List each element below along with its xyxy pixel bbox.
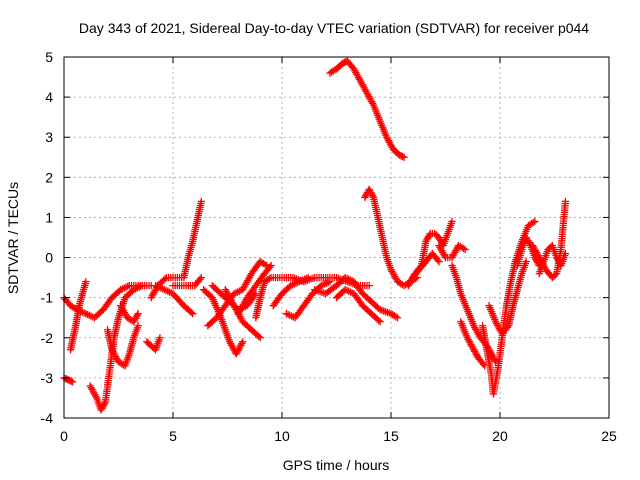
- series-trace: [87, 282, 145, 413]
- series-track-27: [457, 318, 489, 370]
- y-tick-label: -3: [41, 370, 54, 386]
- series-track-15: [234, 261, 275, 318]
- series-trace: [67, 279, 89, 352]
- y-tick-label: -2: [41, 330, 54, 346]
- x-tick-label: 15: [383, 428, 399, 444]
- x-tick-label: 0: [60, 428, 68, 444]
- series-trace: [61, 374, 75, 385]
- series-trace: [171, 275, 204, 290]
- data-markers: [60, 57, 570, 414]
- series-track-32: [535, 241, 570, 278]
- y-tick-label: 3: [45, 129, 53, 145]
- series-track-29: [485, 257, 530, 338]
- series-track-4: [86, 281, 147, 414]
- series-trace: [61, 281, 153, 321]
- series-track-3: [60, 374, 77, 386]
- x-tick-label: 25: [601, 428, 617, 444]
- series-track-2: [66, 277, 90, 354]
- series-trace: [334, 286, 383, 325]
- series-trace: [235, 263, 274, 316]
- series-trace: [457, 320, 488, 368]
- x-axis-title: GPS time / hours: [283, 457, 390, 473]
- series-trace: [410, 251, 442, 280]
- series-trace: [312, 274, 400, 321]
- series-trace: [144, 336, 163, 353]
- y-tick-label: -4: [41, 410, 54, 426]
- series-track-11: [199, 285, 247, 358]
- series-trace: [486, 259, 530, 336]
- series-track-6: [117, 302, 142, 326]
- series-trace: [117, 303, 141, 325]
- series-trace: [362, 187, 420, 289]
- series-trace: [529, 199, 569, 280]
- series-trace: [536, 243, 569, 276]
- series-track-9: [151, 281, 197, 318]
- y-tick-label: 5: [45, 49, 53, 65]
- series-track-20: [332, 285, 384, 326]
- series-track-8: [147, 197, 205, 302]
- series-trace: [153, 282, 195, 317]
- series-track-10: [169, 273, 205, 290]
- x-tick-label: 5: [169, 428, 177, 444]
- y-tick-label: 0: [45, 250, 53, 266]
- series-track-5: [103, 322, 142, 370]
- x-tick-label: 10: [274, 428, 290, 444]
- y-tick-label: 4: [45, 89, 53, 105]
- series-track-23: [404, 217, 456, 290]
- series-track-25: [435, 241, 469, 262]
- y-tick-labels: -4 -3 -2 -1 0 1 2 3 4 5: [41, 49, 54, 426]
- series-track-31: [529, 197, 570, 282]
- series-trace: [270, 274, 311, 308]
- series-trace: [104, 324, 142, 369]
- series-trace: [436, 242, 468, 262]
- series-trace: [327, 58, 407, 161]
- series-track-24: [409, 249, 443, 282]
- plot-frame: [63, 56, 610, 419]
- series-track-18: [269, 273, 312, 310]
- series-track-21: [326, 57, 408, 161]
- x-tick-label: 20: [492, 428, 508, 444]
- series-track-19: [311, 273, 402, 322]
- y-tick-label: -1: [41, 290, 54, 306]
- x-tick-labels: 0 5 10 15 20 25: [60, 428, 617, 444]
- y-axis-title: SDTVAR / TECUs: [5, 182, 21, 294]
- series-track-7: [143, 334, 164, 354]
- chart-title: Day 343 of 2021, Sidereal Day-to-day VTE…: [79, 20, 589, 36]
- axis-ticks: [63, 56, 610, 419]
- y-tick-label: 2: [45, 169, 53, 185]
- y-tick-label: 1: [45, 209, 53, 225]
